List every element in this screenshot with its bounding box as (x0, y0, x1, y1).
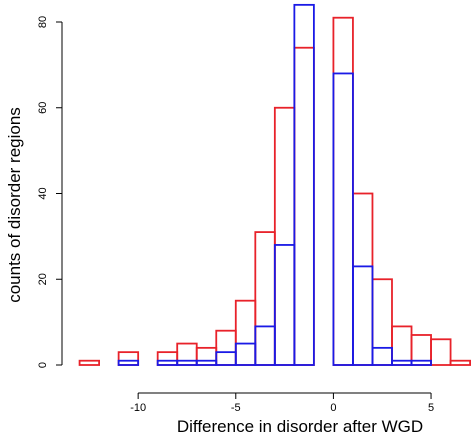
histogram-bar (293, 3, 315, 366)
y-tick-label: 0 (37, 362, 49, 368)
y-axis-label: counts of disorder regions (5, 107, 24, 303)
histogram-bar (391, 325, 413, 366)
histogram-bar (430, 338, 452, 366)
histogram-bar (234, 299, 257, 366)
histogram-bar (234, 342, 257, 366)
histogram-bar (352, 265, 374, 366)
histogram-bar (410, 359, 432, 366)
histogram-bar (117, 359, 140, 366)
histogram-bar (156, 351, 179, 366)
y-tick-label: 40 (37, 187, 49, 199)
histogram-bar (449, 359, 471, 366)
histogram-bar (195, 346, 218, 366)
x-tick-label: 0 (330, 402, 336, 414)
histogram-bar (176, 342, 198, 366)
histogram-bar (176, 359, 198, 366)
histogram-bar (391, 359, 413, 366)
histogram-bar (215, 351, 237, 366)
y-tick-label: 60 (37, 102, 49, 114)
histogram-bar (371, 346, 393, 366)
histogram-bar (273, 106, 296, 366)
y-tick-label: 20 (37, 273, 49, 285)
histogram-bar (78, 359, 100, 366)
histogram-bar (254, 231, 276, 366)
histogram-bar (117, 351, 140, 366)
histogram-bar (371, 278, 393, 366)
histogram-bar (156, 359, 179, 366)
histogram-bar (215, 329, 237, 366)
x-tick-label: -10 (130, 402, 146, 414)
histogram-bar (273, 244, 296, 366)
histogram-bar (195, 359, 218, 366)
x-tick-label: 5 (428, 402, 434, 414)
histogram-bar (352, 192, 374, 366)
histogram-bar (332, 72, 354, 366)
y-tick-label: 80 (37, 16, 49, 28)
histogram-bar (293, 46, 315, 366)
histogram-bar (332, 16, 354, 366)
histogram-bar (254, 325, 276, 366)
x-axis-label: Difference in disorder after WGD (177, 417, 423, 436)
x-tick-label: -5 (231, 402, 241, 414)
